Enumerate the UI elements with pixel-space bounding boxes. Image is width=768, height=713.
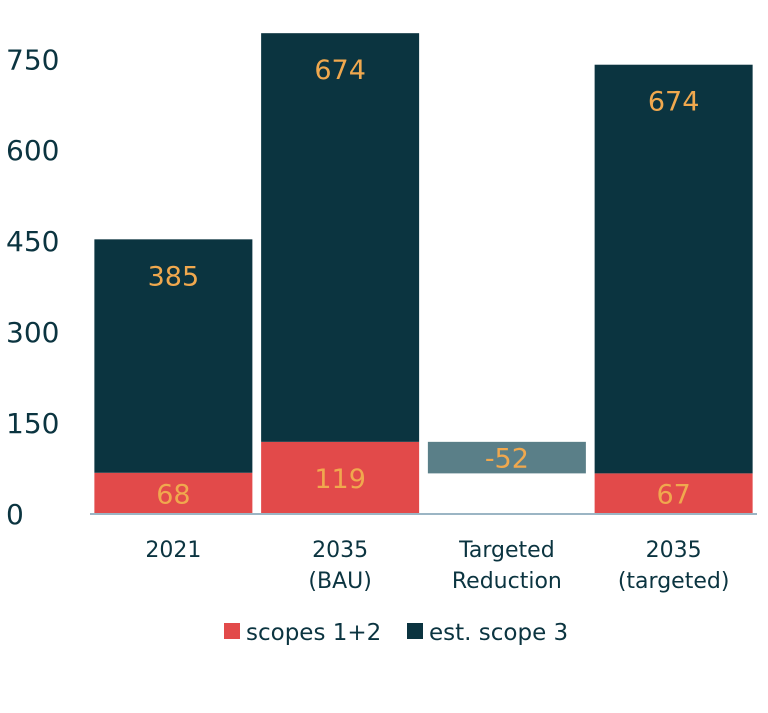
y-tick-label: 150 [6, 407, 59, 440]
x-category-label: 2035 [646, 538, 702, 563]
bar-scope-3 [261, 33, 420, 442]
bar-scopes-1-2 [261, 441, 420, 514]
legend-label-scopes-1-2: scopes 1+2 [246, 620, 381, 646]
x-category-label: Targeted [458, 538, 555, 563]
legend-swatch-scope-3 [407, 623, 423, 639]
y-tick-label: 750 [6, 43, 59, 76]
data-label-scope-3: 674 [648, 87, 700, 118]
legend-swatch-scopes-1-2 [224, 623, 240, 639]
x-category-label: 2021 [145, 538, 201, 563]
x-category-label: (targeted) [618, 569, 730, 594]
y-tick-label: 450 [6, 225, 59, 258]
bar-scope-3 [94, 239, 253, 473]
legend-label-scope-3: est. scope 3 [429, 620, 568, 646]
data-label-scopes-1-2: 119 [314, 464, 366, 495]
bar-scopes-1-2 [594, 473, 753, 514]
x-axis-labels: 2021 2035 (BAU) Targeted Reduction 2035 (targe… [145, 538, 729, 594]
bar-scope-3 [594, 64, 753, 474]
x-category-label: 2035 [312, 538, 368, 563]
y-tick-label: 300 [6, 316, 59, 349]
data-label-scope-3: 674 [314, 55, 366, 86]
x-category-label: (BAU) [308, 569, 371, 594]
y-axis: 0 150 300 450 600 750 [6, 43, 59, 531]
data-label-scope-3: 385 [148, 261, 200, 292]
data-label-reduction: -52 [485, 444, 529, 475]
data-label-scopes-1-2: 67 [656, 480, 690, 511]
bar-targeted-reduction [427, 441, 586, 474]
y-tick-label: 600 [6, 134, 59, 167]
y-tick-label: 0 [6, 498, 24, 531]
data-label-scopes-1-2: 68 [156, 479, 190, 510]
x-category-label: Reduction [452, 569, 562, 594]
bars: 385 68 674 119 674 67 -52 [94, 33, 753, 514]
bar-scopes-1-2 [94, 472, 253, 514]
legend: scopes 1+2 est. scope 3 [224, 620, 568, 646]
